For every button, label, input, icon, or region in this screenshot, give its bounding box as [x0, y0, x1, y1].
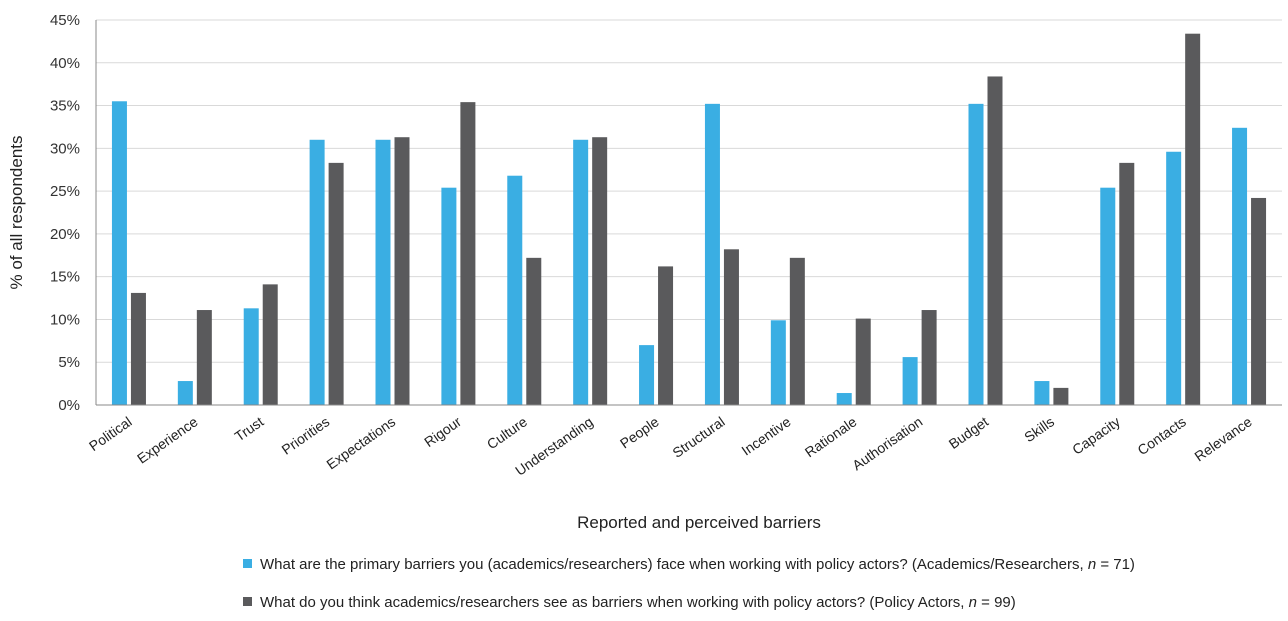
- policy-actors-bar: [328, 162, 344, 405]
- policy-actors-bar: [196, 310, 212, 405]
- bars: [111, 33, 1267, 406]
- x-tick-label: Political: [86, 413, 135, 454]
- policy-actors-bar: [987, 76, 1003, 405]
- legend-n-symbol: n: [968, 594, 977, 611]
- policy-actors-bar: [262, 284, 278, 405]
- legend-item-academics: What are the primary barriers you (acade…: [243, 556, 1135, 573]
- legend-n-value: = 71): [1096, 556, 1135, 573]
- policy-actors-bar: [723, 249, 739, 405]
- gridlines: [96, 19, 1282, 363]
- y-tick-label: 0%: [58, 397, 80, 414]
- x-axis-categories: Political Experience Trust PrioritiesExpect…: [86, 413, 1255, 479]
- legend-label-policy-actors: What do you think academics/researchers …: [260, 594, 969, 611]
- y-tick-label: 15%: [50, 269, 80, 286]
- academics-bar: [111, 101, 127, 406]
- academics-bar: [177, 381, 193, 405]
- academics-bar: [309, 139, 325, 405]
- policy-actors-bar: [789, 257, 805, 405]
- academics-bar: [902, 357, 918, 405]
- legend-label-academics: What are the primary barriers you (acade…: [260, 556, 1088, 573]
- x-tick-label: Rigour: [421, 413, 464, 450]
- x-tick-label: Capacity: [1069, 413, 1123, 457]
- academics-bar: [968, 103, 984, 405]
- x-tick-label: Priorities: [279, 413, 333, 457]
- policy-actors-bar: [394, 137, 410, 405]
- academics-bar: [836, 393, 852, 405]
- x-tick-label: Experience: [134, 413, 201, 466]
- y-tick-label: 10%: [50, 311, 80, 328]
- academics-bar: [507, 175, 523, 405]
- y-tick-label: 40%: [50, 55, 80, 72]
- academics-bar: [573, 139, 589, 405]
- policy-actors-bar: [130, 292, 146, 405]
- policy-actors-bar: [460, 102, 476, 405]
- legend-swatch-academics: [243, 559, 252, 568]
- x-tick-label: Trust: [232, 413, 267, 444]
- academics-bar: [1166, 151, 1182, 405]
- x-tick-label: Skills: [1021, 413, 1057, 445]
- academics-bar: [704, 103, 720, 405]
- x-tick-label: Incentive: [738, 413, 793, 458]
- legend-item-policy-actors: What do you think academics/researchers …: [243, 594, 1016, 611]
- policy-actors-bar: [526, 257, 542, 405]
- policy-actors-bar: [1185, 33, 1201, 405]
- x-tick-label: People: [617, 413, 662, 451]
- policy-actors-bar: [592, 137, 608, 405]
- x-tick-label: Contacts: [1134, 413, 1188, 458]
- x-tick-label: Rationale: [802, 413, 860, 460]
- legend-n-symbol: n: [1087, 556, 1097, 573]
- y-tick-label: 5%: [58, 354, 80, 371]
- legend-swatch-policy-actors: [243, 597, 252, 606]
- y-axis-title: % of all respondents: [7, 135, 26, 289]
- x-tick-label: Authorisation: [849, 413, 925, 473]
- academics-bar: [375, 139, 391, 405]
- x-axis-title: Reported and perceived barriers: [577, 513, 821, 532]
- bar-chart: 0%5%10%15%20%25%30%35%40%45% Political Ex…: [7, 12, 1282, 532]
- x-tick-label: Relevance: [1191, 413, 1255, 464]
- academics-bar: [441, 187, 457, 405]
- y-tick-label: 45%: [50, 12, 80, 29]
- legend-n-value: = 99): [976, 594, 1016, 611]
- y-tick-label: 30%: [50, 140, 80, 157]
- y-tick-label: 25%: [50, 183, 80, 200]
- y-tick-label: 20%: [50, 226, 80, 243]
- academics-bar: [1034, 381, 1050, 405]
- x-tick-label: Culture: [484, 413, 530, 452]
- policy-actors-bar: [1251, 197, 1267, 405]
- academics-bar: [770, 320, 786, 405]
- y-tick-label: 35%: [50, 98, 80, 115]
- policy-actors-bar: [658, 266, 674, 405]
- academics-bar: [1100, 187, 1116, 405]
- academics-bar: [1232, 127, 1248, 406]
- policy-actors-bar: [855, 318, 871, 405]
- x-tick-label: Expectations: [323, 413, 398, 472]
- y-axis-ticks: 0% 5% 10% 15% 20% 25% 30% 35% 40% 45%: [50, 12, 80, 414]
- policy-actors-bar: [921, 310, 937, 405]
- policy-actors-bar: [1053, 387, 1069, 405]
- academics-bar: [243, 308, 259, 405]
- academics-bar: [639, 345, 655, 405]
- x-tick-label: Structural: [669, 413, 727, 460]
- x-tick-label: Budget: [946, 413, 992, 452]
- policy-actors-bar: [1119, 162, 1135, 405]
